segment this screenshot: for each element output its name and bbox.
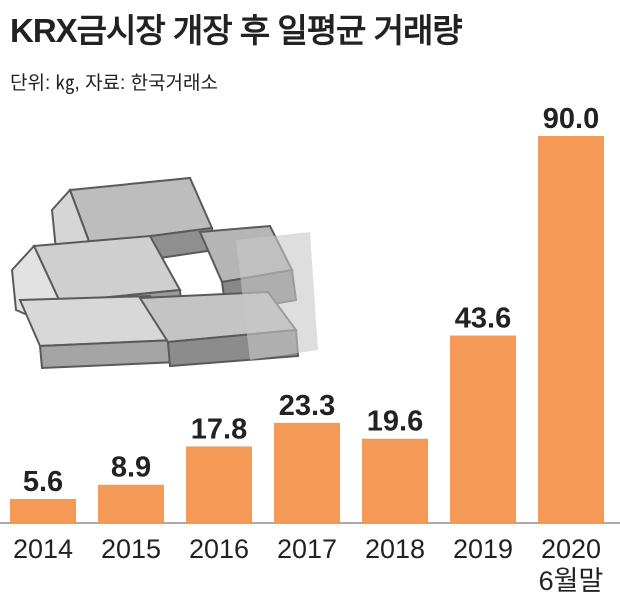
x-tick-label: 6월말 xyxy=(539,566,604,596)
x-tick-label: 2018 xyxy=(365,534,425,564)
x-tick-label: 2014 xyxy=(13,534,73,564)
chart-subtitle: 단위: ㎏, 자료: 한국거래소 xyxy=(10,73,218,94)
value-label: 17.8 xyxy=(191,413,247,445)
value-label: 23.3 xyxy=(279,390,335,422)
x-tick-label: 2017 xyxy=(277,534,337,564)
value-label: 90.0 xyxy=(543,103,599,135)
gold-bars-illustration xyxy=(10,176,318,370)
chart-title: KRX금시장 개장 후 일평균 거래량 xyxy=(10,12,463,49)
bar-2020 xyxy=(538,136,604,523)
bar-2016 xyxy=(186,446,252,523)
x-tick-label: 2015 xyxy=(101,534,161,564)
value-label: 8.9 xyxy=(111,452,151,484)
bar-2019 xyxy=(450,335,516,523)
bar-2018 xyxy=(362,438,428,523)
value-label: 43.6 xyxy=(455,303,511,335)
bar-2017 xyxy=(274,422,340,523)
x-tick-label: 2020 xyxy=(541,534,601,564)
x-tick-label: 2019 xyxy=(453,534,513,564)
x-tick-label: 2016 xyxy=(189,534,249,564)
bar-2014 xyxy=(10,498,76,523)
value-label: 19.6 xyxy=(367,406,423,438)
value-label: 5.6 xyxy=(23,466,63,498)
bar-2015 xyxy=(98,484,164,523)
